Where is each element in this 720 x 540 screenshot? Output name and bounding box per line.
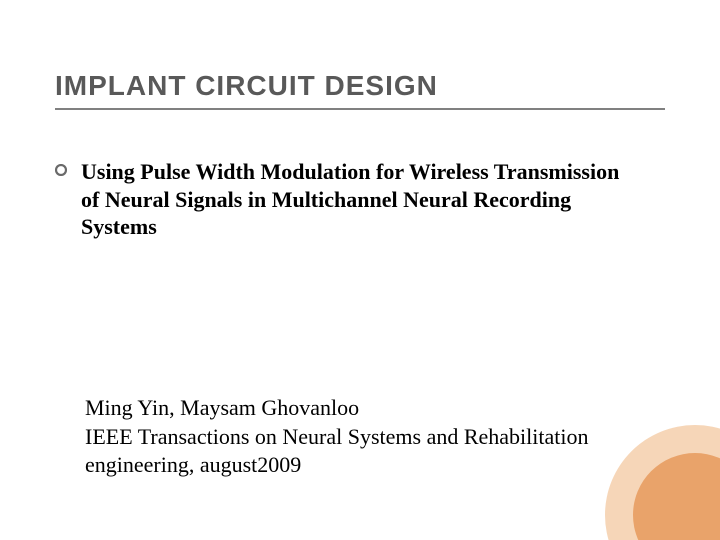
bullet-text: Using Pulse Width Modulation for Wireles… [81,158,641,241]
ring-bullet-circle [56,165,66,175]
slide-title: IMPLANT CIRCUIT DESIGN [55,70,665,110]
slide: IMPLANT CIRCUIT DESIGN Using Pulse Width… [0,0,720,540]
citation-block: Ming Yin, Maysam Ghovanloo IEEE Transact… [85,394,645,480]
corner-decoration-icon [605,425,720,540]
bullet-item: Using Pulse Width Modulation for Wireles… [55,158,665,241]
ring-bullet-icon [55,164,67,176]
citation-line: IEEE Transactions on Neural Systems and … [85,423,645,480]
authors-line: Ming Yin, Maysam Ghovanloo [85,394,645,423]
